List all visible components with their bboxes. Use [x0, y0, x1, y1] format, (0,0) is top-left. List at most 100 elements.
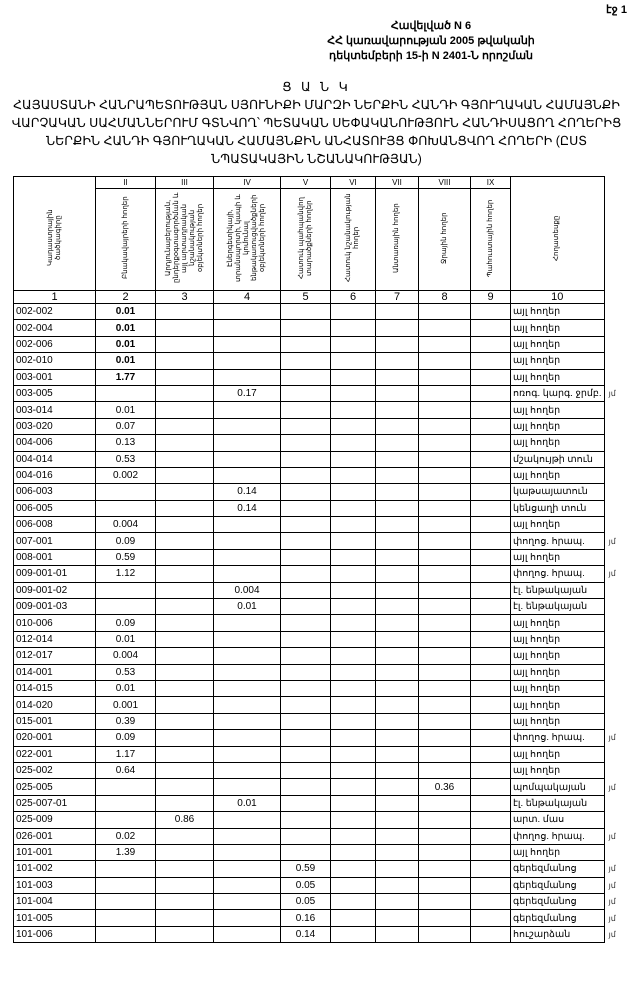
area-cell [280, 352, 331, 370]
area-cell [470, 384, 511, 403]
area-cell [95, 778, 156, 796]
area-cell [155, 581, 214, 600]
cadastral-code-cell: 003-005 [13, 384, 96, 403]
area-cell [470, 712, 511, 731]
area-cell [375, 417, 419, 436]
area-cell [213, 401, 281, 419]
area-cell [375, 401, 419, 419]
area-cell [470, 663, 511, 681]
area-cell [280, 417, 331, 436]
area-cell [330, 565, 376, 583]
table-row: 014-020 0.001 այլ հողեր [13, 696, 627, 714]
cadastral-code-cell: 025-007-01 [13, 794, 96, 813]
page-number: էջ 1 [606, 4, 627, 16]
column-header: Անտառային հողեր [375, 188, 419, 291]
table-row: 014-001 0.53 այլ հողեր [13, 663, 627, 681]
column-header-text: Բնակավայրերի հողեր [121, 196, 129, 280]
area-cell [330, 384, 376, 403]
table-row: 004-006 0.13 այլ հողեր [13, 434, 627, 452]
page-header: էջ 1 Հավելված N 6 ՀՀ կառավարության 2005 … [0, 0, 633, 78]
area-cell [418, 417, 471, 436]
area-cell [470, 499, 511, 518]
area-cell [155, 679, 214, 698]
land-type-cell: ոռոգ. կարգ. ջրմբ. [510, 384, 605, 403]
area-cell [330, 516, 376, 534]
table-row: 025-009 0.86 արտ. մաս [13, 811, 627, 829]
area-cell [330, 647, 376, 665]
area-cell [155, 778, 214, 796]
margin-note: յմ [608, 569, 616, 579]
area-cell: 0.01 [95, 679, 156, 698]
table-row: 101-004 0.05 գերեզմանոց յմ [13, 893, 627, 911]
area-cell [470, 417, 511, 436]
land-type-cell: այլ հողեր [510, 417, 605, 436]
area-cell [375, 860, 419, 878]
table-row: 026-001 0.02 փողոց. հրապ. յմ [13, 827, 627, 845]
column-header: Արդյունաբերության, ընդերքօգտագործման և ա… [155, 188, 214, 291]
area-cell [330, 581, 376, 600]
area-cell [213, 335, 281, 354]
table-row: 003-001 1.77 այլ հողեր [13, 368, 627, 386]
area-cell [213, 516, 281, 534]
roman-numeral-cell: VIII [418, 176, 471, 189]
area-cell [418, 516, 471, 534]
area-cell [375, 843, 419, 862]
area-cell [330, 745, 376, 763]
area-cell [470, 598, 511, 616]
area-cell: 0.36 [418, 778, 471, 796]
margin-note [604, 599, 626, 615]
area-cell [470, 860, 511, 878]
area-cell: 0.53 [95, 450, 156, 468]
column-index: 1 [13, 290, 96, 304]
margin-note [604, 812, 626, 828]
land-type-cell: փողոց. հրապ. [510, 729, 605, 747]
area-cell [418, 548, 471, 567]
area-cell [95, 499, 156, 518]
cadastral-code-cell: 003-001 [13, 368, 96, 386]
area-cell [213, 909, 281, 927]
area-cell [95, 581, 156, 600]
area-cell [375, 679, 419, 698]
area-cell [418, 532, 471, 550]
area-cell [375, 499, 419, 518]
cadastral-code-cell: 008-001 [13, 548, 96, 567]
area-cell [375, 811, 419, 829]
area-cell [470, 335, 511, 354]
area-cell: 0.004 [95, 647, 156, 665]
land-type-cell: փողոց. հրապ. [510, 565, 605, 583]
area-cell [418, 384, 471, 403]
area-cell [155, 598, 214, 616]
area-cell [375, 827, 419, 845]
area-cell [418, 876, 471, 895]
column-header-text: Հատուկ պահպանվող տարածքների հողեր [297, 197, 313, 279]
area-cell: 0.01 [95, 630, 156, 649]
area-cell [330, 811, 376, 829]
area-cell [418, 466, 471, 485]
area-cell [155, 761, 214, 780]
column-index: 3 [155, 290, 214, 304]
area-cell [375, 581, 419, 600]
area-cell [155, 712, 214, 731]
table-row: 015-001 0.39 այլ հողեր [13, 712, 627, 731]
table-row: 006-008 0.004 այլ հողեր [13, 516, 627, 534]
table-row: 012-017 0.004 այլ հողեր [13, 647, 627, 665]
area-cell [470, 827, 511, 845]
area-cell [280, 319, 331, 337]
area-cell [155, 499, 214, 518]
margin-note: յմ [608, 831, 616, 841]
column-index: 7 [375, 290, 419, 304]
area-cell [330, 548, 376, 567]
area-cell [470, 647, 511, 665]
area-cell: 0.14 [280, 925, 331, 944]
margin-spacer [604, 177, 626, 189]
area-cell [213, 302, 281, 321]
column-header-text: Հատուկ նշանակության հողեր [345, 193, 360, 283]
area-cell [213, 745, 281, 763]
area-cell [375, 598, 419, 616]
area-cell [375, 319, 419, 337]
area-cell [418, 319, 471, 337]
margin-note: յմ [608, 880, 616, 890]
table-row: 003-014 0.01 այլ հողեր [13, 401, 627, 419]
area-cell [330, 729, 376, 747]
roman-numeral-cell: IV [213, 176, 281, 189]
